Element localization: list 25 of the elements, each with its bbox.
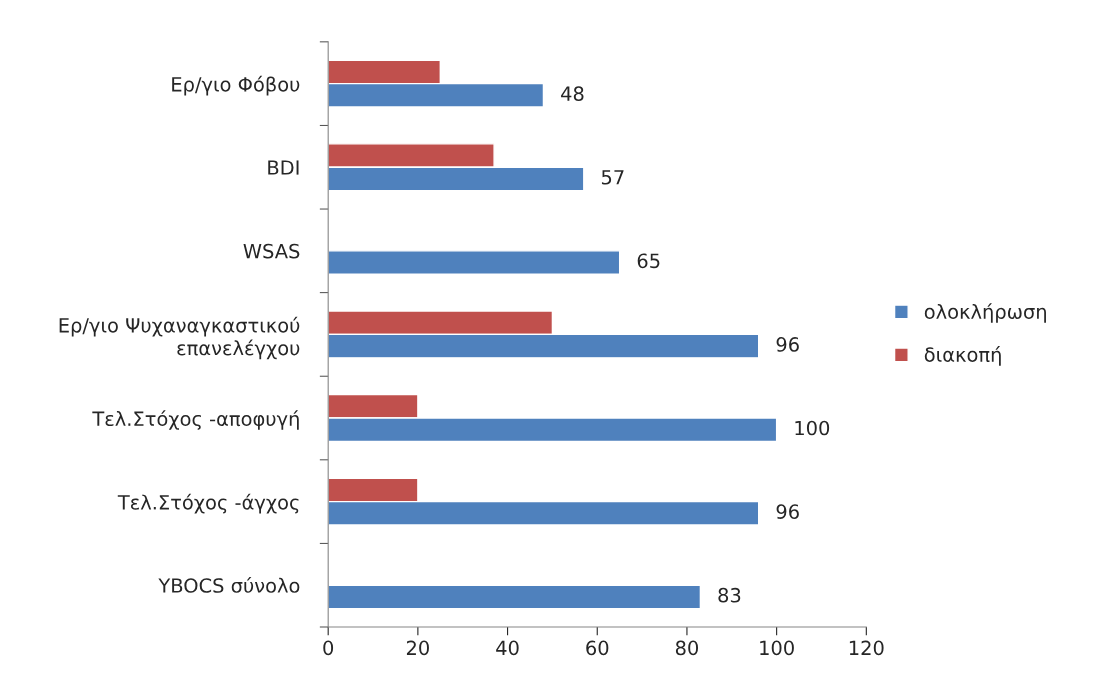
data-label: 83 — [718, 587, 741, 603]
x-tick-label: 40 — [496, 640, 519, 656]
x-tick-label: 80 — [675, 640, 699, 656]
data-label: 96 — [776, 337, 799, 352]
data-label: 48 — [561, 86, 584, 101]
data-label: 57 — [601, 170, 624, 185]
y-tick-label: Τελ.Στόχος -αποφυγή — [92, 410, 299, 430]
data-label: 65 — [637, 253, 660, 269]
x-tick-label: 20 — [406, 640, 429, 656]
y-tick-label: Τελ.Στόχος -άγχος — [117, 493, 299, 514]
legend-label: ολοκλήρωση — [924, 303, 1046, 323]
x-tick-label: 120 — [849, 640, 884, 656]
y-tick-label: WSAS — [243, 243, 300, 259]
y-tick-label: BDI — [268, 160, 299, 175]
data-label: 100 — [795, 420, 830, 436]
legend-label: διακοπή — [924, 346, 1001, 366]
x-tick-label: 100 — [760, 640, 794, 656]
y-tick-label: Ερ/γιο Φόβου — [172, 75, 300, 96]
data-label: 96 — [776, 504, 799, 519]
bar — [328, 250, 621, 275]
y-tick-label: YBOCS σύνολο — [158, 577, 300, 593]
y-tick-label: Ερ/γιο Ψυχαναγκαστικού επανελέγχου — [59, 316, 300, 360]
x-tick-label: 0 — [323, 640, 334, 656]
bar — [328, 584, 702, 610]
x-tick-label: 60 — [586, 640, 609, 656]
